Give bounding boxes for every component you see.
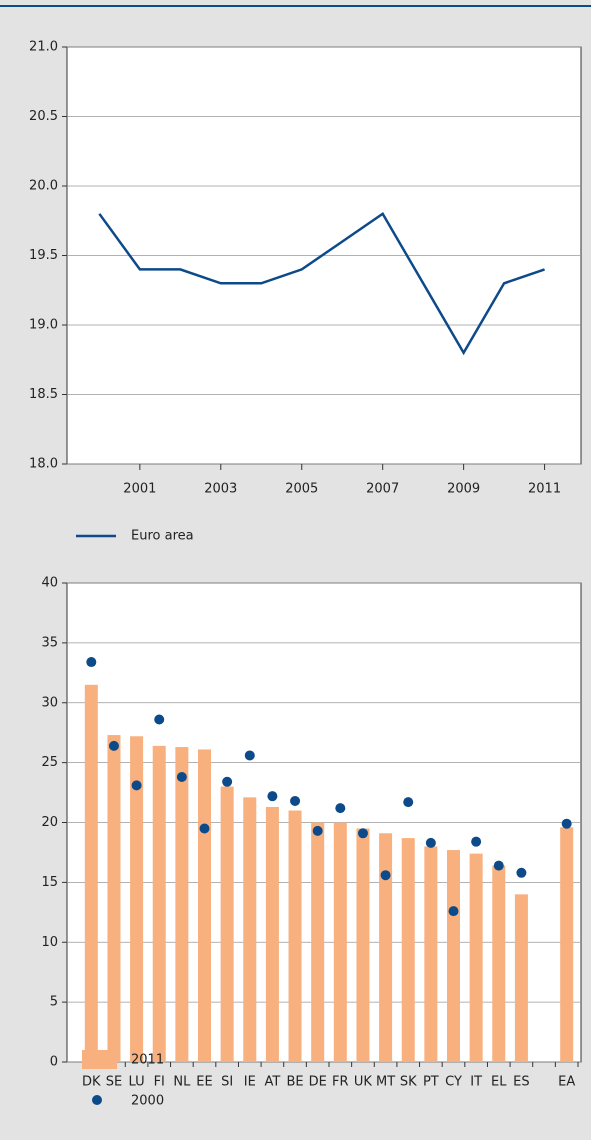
bar (243, 797, 257, 1062)
y-tick-label: 19.0 (29, 318, 58, 333)
y-tick-label: 20.0 (29, 179, 58, 194)
y-tick-label: 10 (41, 935, 58, 950)
x-tick-label: MT (376, 1075, 395, 1090)
dot (448, 906, 459, 917)
bar (107, 735, 121, 1062)
x-tick-label: UK (354, 1075, 373, 1090)
legend-swatch (82, 1050, 117, 1069)
x-tick-label: SI (221, 1075, 233, 1090)
y-tick-label: 18.0 (29, 457, 58, 472)
dot (131, 780, 142, 791)
bar (333, 822, 347, 1062)
dot (86, 657, 97, 668)
dot (267, 791, 278, 802)
dot (516, 867, 527, 878)
y-tick-label: 5 (50, 995, 58, 1010)
bar (560, 827, 574, 1062)
bar (288, 810, 302, 1062)
y-tick-label: 21.0 (29, 40, 58, 55)
x-tick-label: BE (286, 1075, 303, 1090)
bar (424, 846, 438, 1062)
x-tick-label: 2001 (123, 482, 156, 497)
dot (290, 795, 301, 806)
dot (199, 823, 210, 834)
x-tick-label: DE (309, 1075, 327, 1090)
dot (176, 771, 187, 782)
bar (514, 894, 528, 1062)
dot (403, 797, 414, 808)
x-tick-label: SE (106, 1075, 122, 1090)
dot (244, 750, 255, 761)
dot (312, 825, 323, 836)
y-tick-label: 20.5 (29, 109, 58, 124)
bar (379, 833, 393, 1062)
x-tick-label: 2007 (366, 482, 399, 497)
legend-swatch (92, 1095, 102, 1105)
y-tick-label: 0 (50, 1055, 58, 1070)
bar (198, 749, 211, 1062)
x-tick-label: FI (154, 1075, 165, 1090)
dot (471, 836, 482, 847)
x-tick-label: 2005 (285, 482, 318, 497)
legend-label: Euro area (131, 529, 194, 544)
bar (152, 745, 166, 1062)
x-tick-label: LU (129, 1075, 145, 1090)
bar (84, 684, 98, 1062)
line (98, 212, 545, 356)
x-tick-label: EL (491, 1075, 507, 1090)
x-tick-label: 2003 (204, 482, 237, 497)
x-tick-label: IT (470, 1075, 482, 1090)
x-tick-label: CY (445, 1075, 462, 1090)
y-tick-label: 35 (41, 635, 58, 650)
x-tick-label: AT (264, 1075, 280, 1090)
bar (220, 786, 234, 1062)
bar (492, 865, 506, 1062)
bar (175, 747, 189, 1062)
bar (356, 828, 370, 1062)
y-tick-label: 40 (41, 576, 58, 591)
y-tick-label: 20 (41, 815, 58, 830)
dot (357, 828, 368, 839)
dot (561, 818, 572, 829)
dot (108, 740, 119, 751)
bar (447, 850, 460, 1062)
x-tick-label: ES (513, 1075, 529, 1090)
y-tick-label: 15 (41, 875, 58, 890)
x-tick-label: EA (558, 1075, 575, 1090)
dot (380, 870, 391, 881)
x-tick-label: 2009 (447, 482, 480, 497)
y-tick-label: 18.5 (29, 387, 58, 402)
dot (335, 803, 346, 814)
y-tick-label: 19.5 (29, 248, 58, 263)
dot (493, 860, 504, 871)
x-tick-label: IE (244, 1075, 256, 1090)
y-tick-label: 25 (41, 755, 58, 770)
bar (311, 822, 325, 1062)
legend-label: 2011 (131, 1053, 164, 1068)
bar (265, 806, 279, 1062)
dot (222, 776, 233, 787)
dot (154, 714, 165, 725)
legend-label: 2000 (131, 1094, 164, 1109)
x-tick-label: NL (173, 1075, 191, 1090)
y-tick-label: 30 (41, 695, 58, 710)
bar (401, 838, 415, 1062)
x-tick-label: FR (332, 1075, 349, 1090)
bar (130, 736, 144, 1062)
x-tick-label: PT (423, 1075, 439, 1090)
x-tick-label: 2011 (528, 482, 561, 497)
x-tick-label: EE (196, 1075, 212, 1090)
x-tick-label: SK (400, 1075, 417, 1090)
dot (425, 837, 436, 848)
bar (469, 853, 483, 1062)
x-tick-label: DK (82, 1075, 101, 1090)
